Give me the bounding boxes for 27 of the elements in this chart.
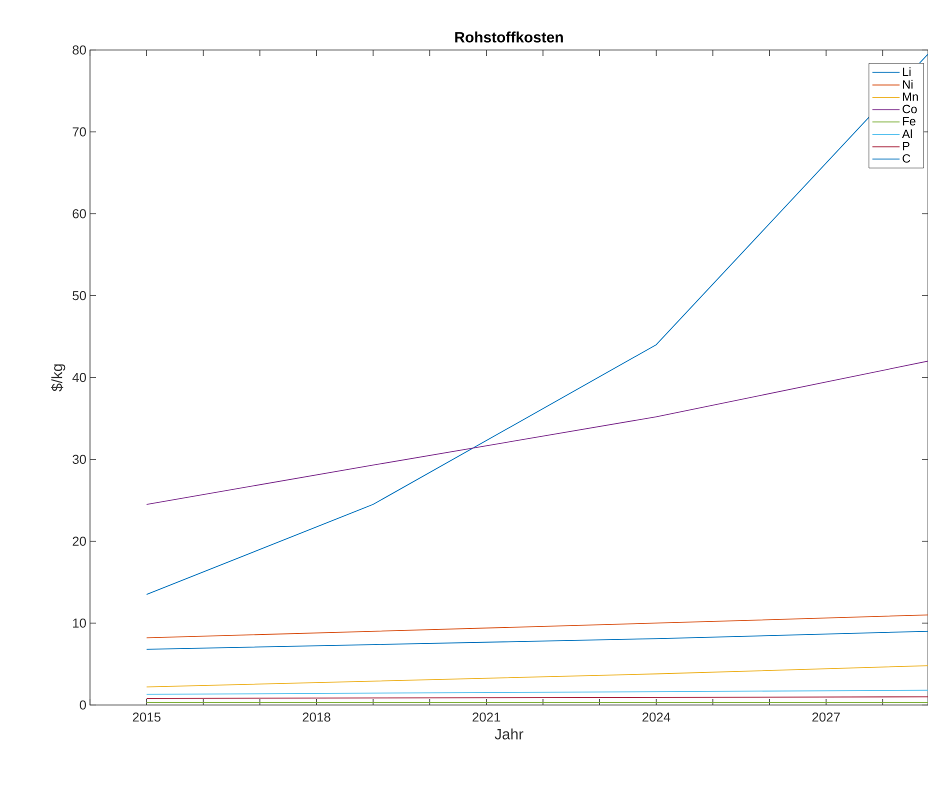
- x-tick-label: 2015: [132, 712, 160, 722]
- y-axis-title: $/kg: [51, 364, 66, 392]
- y-tick-label: 0: [80, 700, 86, 710]
- x-axis-title: Jahr: [494, 728, 524, 740]
- chart-title: Rohstoffkosten: [455, 32, 563, 42]
- line-series: [146, 54, 928, 595]
- legend-label: Fe: [903, 117, 916, 126]
- legend-label: Ni: [903, 80, 913, 89]
- y-tick-label: 80: [72, 45, 86, 55]
- line-series: [146, 360, 928, 505]
- y-tick-label: 10: [73, 618, 86, 628]
- x-tick-label: 2018: [302, 712, 330, 722]
- y-tick-label: 40: [72, 372, 86, 382]
- y-tick-label: 60: [72, 209, 86, 218]
- legend-label: Mn: [903, 92, 918, 101]
- y-tick-label: 20: [72, 536, 86, 546]
- legend-label: Co: [902, 104, 917, 114]
- legend-label: C: [902, 154, 910, 163]
- x-tick-label: 2021: [472, 712, 500, 722]
- legend-label: Li: [903, 67, 911, 76]
- y-tick-label: 30: [72, 454, 86, 464]
- y-tick-label: 70: [72, 127, 86, 136]
- x-tick-label: 2024: [642, 712, 670, 722]
- legend-label: P: [903, 142, 910, 150]
- x-tick-label: 2027: [812, 712, 840, 722]
- y-tick-label: 50: [72, 291, 86, 300]
- legend-label: Al: [902, 129, 912, 138]
